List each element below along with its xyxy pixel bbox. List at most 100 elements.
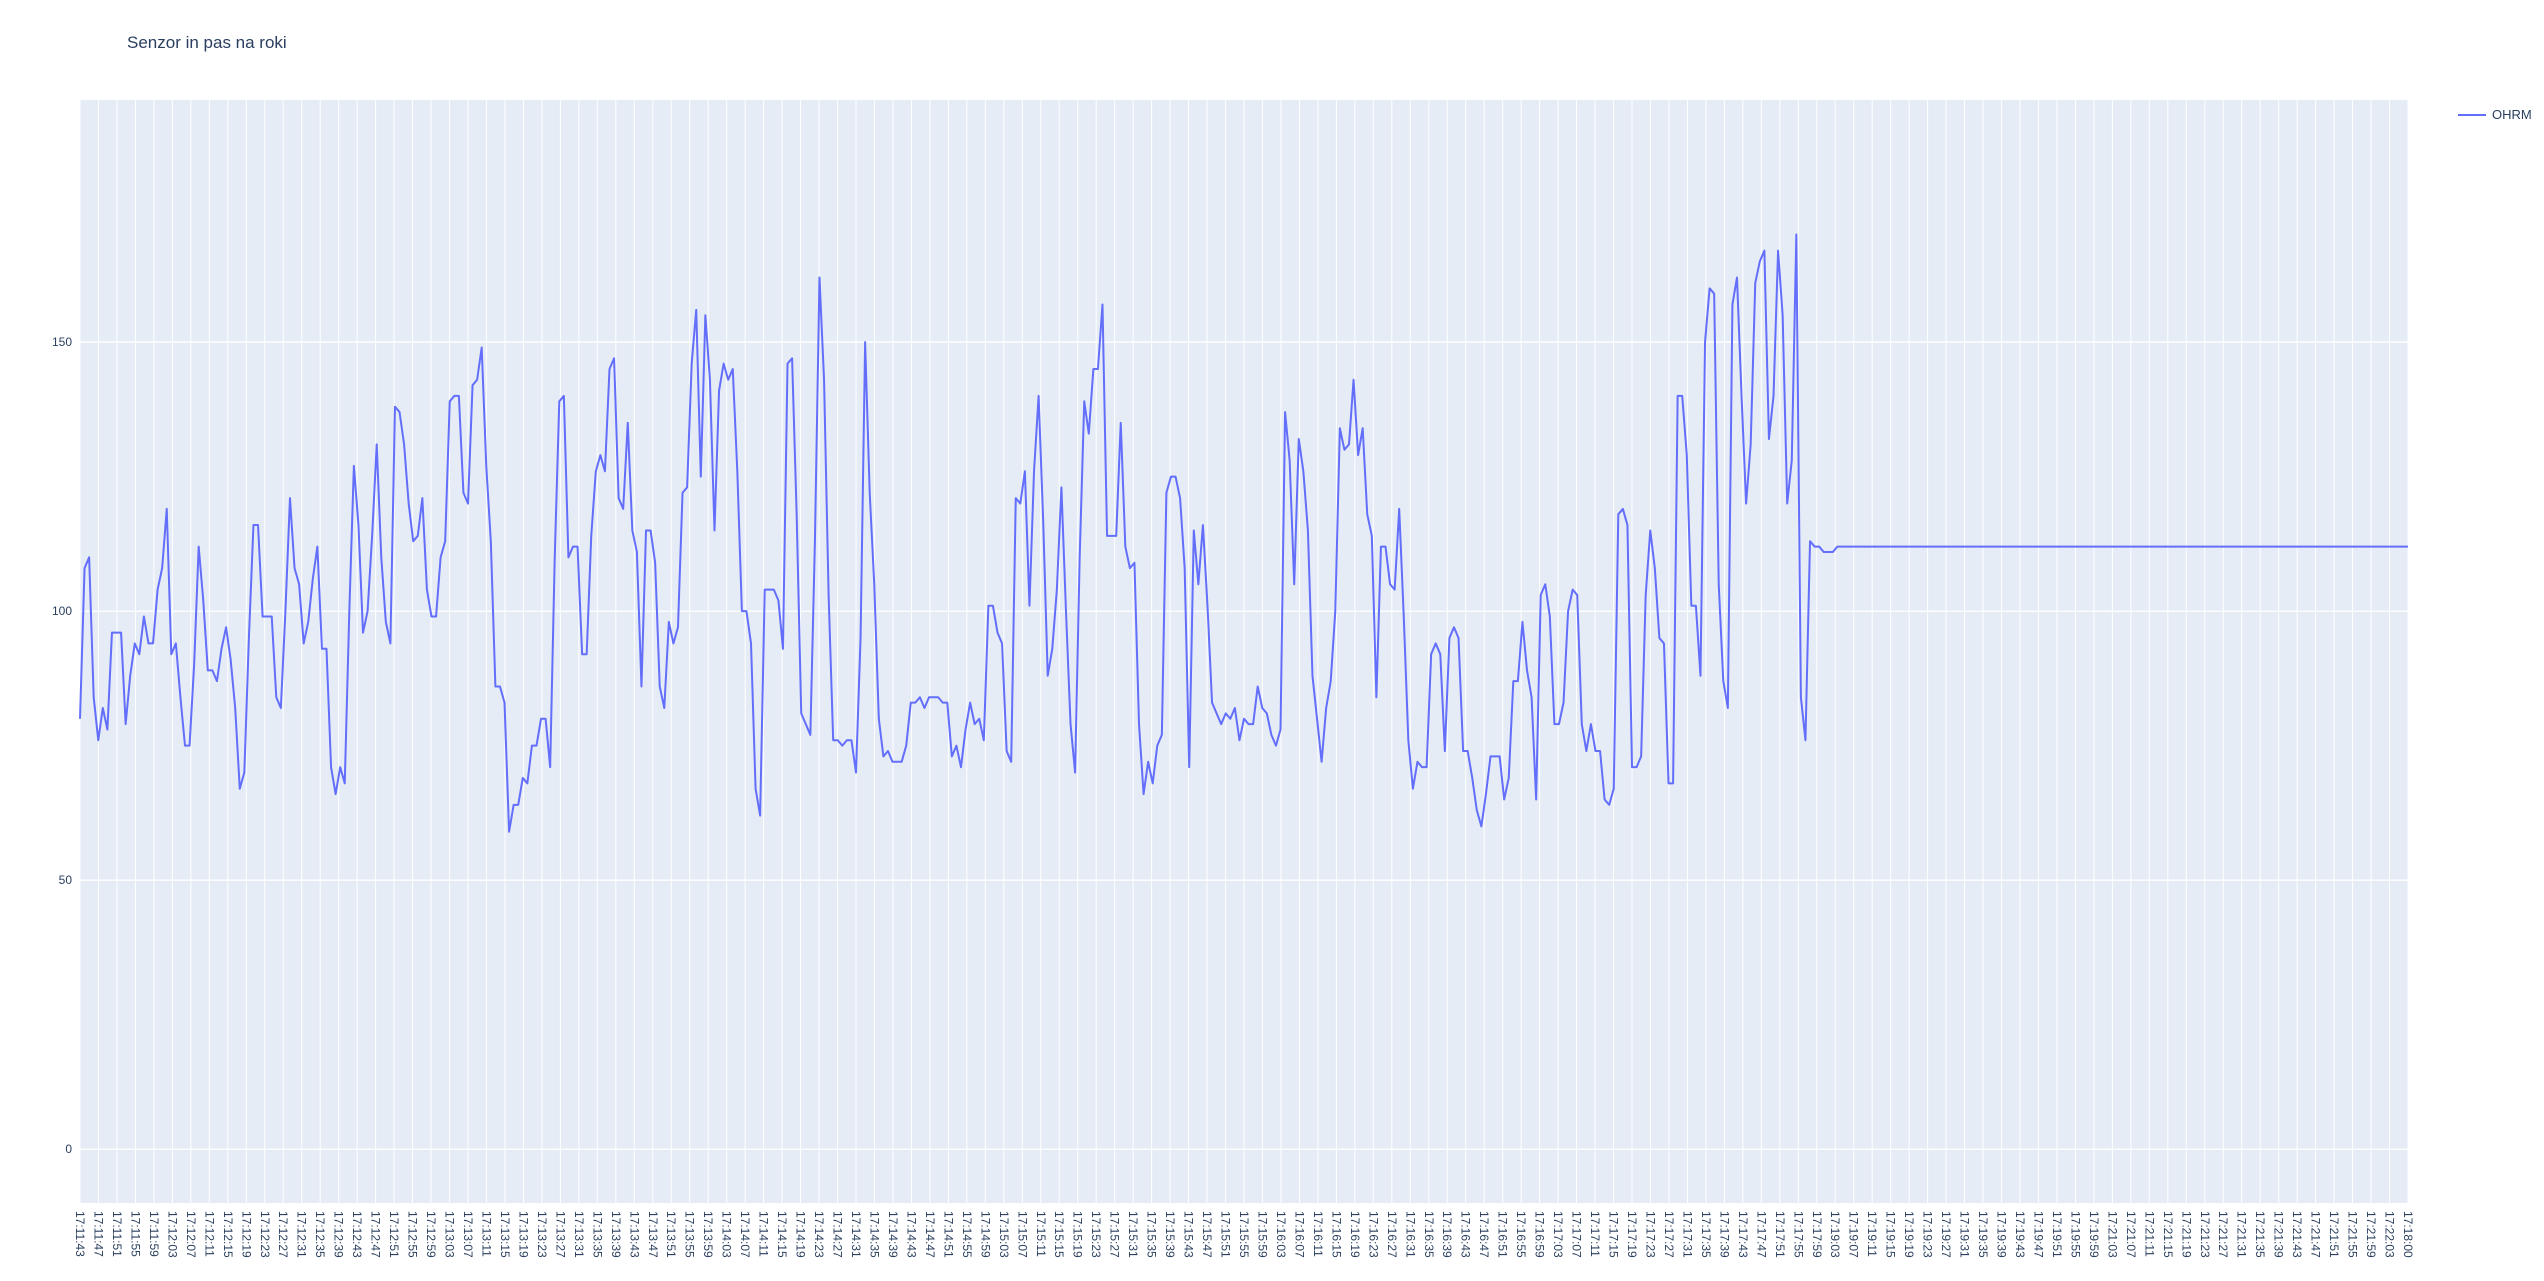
x-tick-label: 17:19:07: [1847, 1211, 1861, 1258]
x-tick-label: 17:17:03: [1551, 1211, 1565, 1258]
x-tick-label: 17:19:27: [1939, 1211, 1953, 1258]
x-tick-label: 17:17:31: [1680, 1211, 1694, 1258]
y-tick-label: 150: [52, 335, 72, 349]
x-tick-label: 17:15:35: [1145, 1211, 1159, 1258]
x-tick-label: 17:13:39: [609, 1211, 623, 1258]
y-tick-label: 0: [65, 1142, 72, 1156]
x-tick-label: 17:21:03: [2105, 1211, 2119, 1258]
x-tick-label: 17:14:55: [960, 1211, 974, 1258]
x-tick-label: 17:16:23: [1366, 1211, 1380, 1258]
x-tick-label: 17:12:03: [165, 1211, 179, 1258]
y-tick-label: 100: [52, 604, 72, 618]
x-tick-label: 17:11:51: [110, 1211, 124, 1257]
x-tick-label: 17:19:59: [2087, 1211, 2101, 1258]
x-tick-label: 17:16:51: [1496, 1211, 1510, 1258]
x-tick-label: 17:13:43: [627, 1211, 641, 1258]
x-tick-label: 17:14:47: [923, 1211, 937, 1258]
legend-label-ohrm: OHRM: [2492, 107, 2532, 122]
x-tick-label: 17:17:59: [1810, 1211, 1824, 1258]
x-tick-label: 17:11:59: [147, 1211, 161, 1257]
series-ohrm: [79, 233, 2408, 833]
x-tick-label: 17:17:07: [1570, 1211, 1584, 1258]
x-tick-label: 17:16:47: [1477, 1211, 1491, 1258]
x-tick-label: 17:13:55: [683, 1211, 697, 1258]
x-tick-label: 17:19:43: [2013, 1211, 2027, 1258]
x-tick-label: 17:13:15: [498, 1211, 512, 1258]
x-tick-label: 17:12:47: [369, 1211, 383, 1258]
x-tick-label: 17:12:55: [406, 1211, 420, 1258]
x-tick-label: 17:17:15: [1607, 1211, 1621, 1258]
x-tick-label: 17:12:39: [332, 1211, 346, 1258]
x-tick-label: 17:22:03: [2383, 1211, 2397, 1258]
x-tick-label: 17:14:31: [849, 1211, 863, 1258]
x-tick-label: 17:21:23: [2198, 1211, 2212, 1258]
x-tick-label: 17:12:19: [239, 1211, 253, 1258]
x-tick-label: 17:12:11: [202, 1211, 216, 1257]
x-tick-label: 17:11:43: [73, 1211, 87, 1257]
x-tick-label: 17:14:15: [775, 1211, 789, 1258]
x-tick-label: 17:16:39: [1440, 1211, 1454, 1258]
x-tick-label: 17:16:11: [1311, 1211, 1325, 1257]
x-tick-label: 17:21:55: [2346, 1211, 2360, 1258]
y-tick-label: 50: [59, 873, 73, 887]
x-tick-label: 17:14:35: [867, 1211, 881, 1258]
x-tick-label: 17:12:23: [258, 1211, 272, 1258]
x-tick-label: 17:19:47: [2031, 1211, 2045, 1258]
x-tick-label: 17:16:27: [1385, 1211, 1399, 1258]
x-tick-label: 17:15:31: [1126, 1211, 1140, 1258]
x-tick-label: 17:19:55: [2068, 1211, 2082, 1258]
x-tick-label: 17:21:07: [2124, 1211, 2138, 1258]
x-tick-label: 17:21:35: [2253, 1211, 2267, 1258]
x-tick-label: 17:21:15: [2161, 1211, 2175, 1258]
x-tick-label: 17:11:47: [91, 1211, 105, 1257]
x-tick-label: 17:16:15: [1329, 1211, 1343, 1258]
x-tick-label: 17:15:23: [1089, 1211, 1103, 1258]
x-tick-label: 17:15:43: [1182, 1211, 1196, 1258]
x-tick-label: 17:13:27: [553, 1211, 567, 1258]
x-tick-label: 17:14:27: [831, 1211, 845, 1258]
x-tick-label: 17:21:59: [2364, 1211, 2378, 1258]
x-tick-label: 17:12:07: [184, 1211, 198, 1258]
x-tick-label: 17:21:11: [2142, 1211, 2156, 1257]
x-tick-label: 17:16:31: [1403, 1211, 1417, 1258]
x-tick-label: 17:15:59: [1255, 1211, 1269, 1258]
x-tick-label: 17:15:07: [1015, 1211, 1029, 1258]
x-tick-label: 17:18:00: [2401, 1211, 2415, 1258]
x-tick-label: 17:19:15: [1884, 1211, 1898, 1258]
x-tick-label: 17:15:19: [1071, 1211, 1085, 1258]
chart-title: Senzor in pas na roki: [127, 33, 287, 52]
x-tick-label: 17:11:55: [128, 1211, 142, 1257]
x-tick-label: 17:16:07: [1292, 1211, 1306, 1258]
x-tick-label: 17:17:27: [1662, 1211, 1676, 1258]
x-tick-label: 17:19:31: [1958, 1211, 1972, 1258]
x-tick-label: 17:17:11: [1588, 1211, 1602, 1257]
x-tick-label: 17:15:11: [1034, 1211, 1048, 1257]
x-tick-label: 17:19:11: [1865, 1211, 1879, 1257]
x-tick-label: 17:13:11: [479, 1211, 493, 1257]
x-tick-label: 17:15:47: [1200, 1211, 1214, 1258]
x-tick-label: 17:21:19: [2179, 1211, 2193, 1258]
x-tick-label: 17:21:27: [2216, 1211, 2230, 1258]
x-tick-label: 17:21:47: [2309, 1211, 2323, 1258]
x-tick-label: 17:21:51: [2327, 1211, 2341, 1258]
x-tick-label: 17:15:03: [997, 1211, 1011, 1258]
x-tick-label: 17:14:23: [812, 1211, 826, 1258]
x-tick-label: 17:15:55: [1237, 1211, 1251, 1258]
x-tick-label: 17:14:51: [941, 1211, 955, 1258]
x-tick-label: 17:15:51: [1219, 1211, 1233, 1258]
x-tick-label: 17:19:39: [1995, 1211, 2009, 1258]
x-tick-label: 17:17:47: [1754, 1211, 1768, 1258]
x-tick-label: 17:14:11: [757, 1211, 771, 1257]
x-tick-label: 17:17:39: [1717, 1211, 1731, 1258]
x-tick-label: 17:14:19: [794, 1211, 808, 1258]
x-tick-label: 17:21:31: [2235, 1211, 2249, 1258]
x-tick-label: 17:12:31: [295, 1211, 309, 1258]
x-tick-label: 17:19:19: [1902, 1211, 1916, 1258]
x-tick-label: 17:14:07: [738, 1211, 752, 1258]
x-tick-label: 17:12:51: [387, 1211, 401, 1258]
x-tick-label: 17:13:47: [646, 1211, 660, 1258]
x-tick-label: 17:13:35: [590, 1211, 604, 1258]
x-tick-label: 17:17:55: [1791, 1211, 1805, 1258]
x-tick-label: 17:13:31: [572, 1211, 586, 1258]
